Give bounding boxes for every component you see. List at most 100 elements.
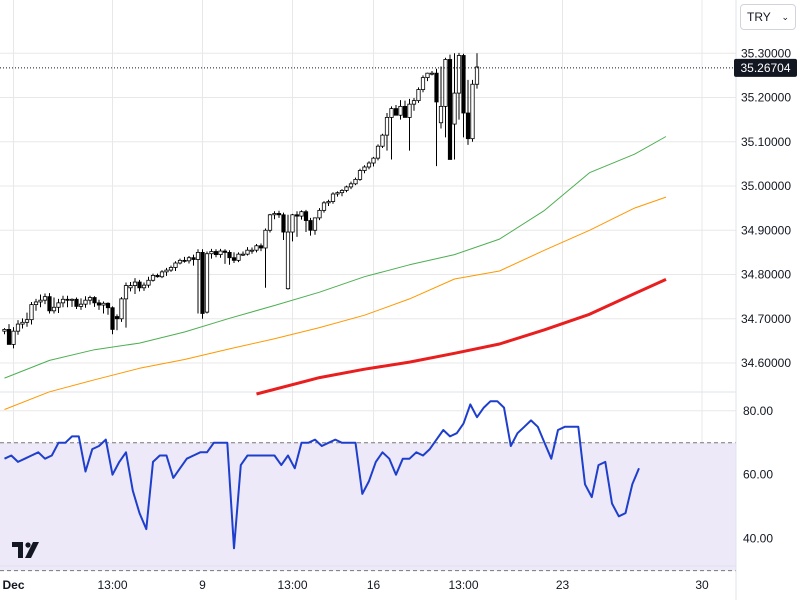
candle-body bbox=[456, 55, 462, 94]
candle bbox=[20, 318, 25, 329]
currency-selector-button[interactable]: TRY ⌄ bbox=[740, 4, 796, 30]
candle-body bbox=[384, 117, 390, 136]
candle-body bbox=[339, 190, 345, 194]
candle bbox=[380, 133, 385, 148]
candle bbox=[353, 177, 358, 186]
price-tick-label: 35.30000 bbox=[741, 46, 791, 60]
candle-body bbox=[6, 328, 12, 345]
candle-body bbox=[348, 183, 354, 188]
candle bbox=[24, 312, 30, 327]
candle-body bbox=[146, 279, 151, 286]
candle bbox=[204, 251, 210, 314]
candle bbox=[276, 210, 282, 218]
candle-body bbox=[123, 285, 129, 300]
candle-body bbox=[312, 217, 318, 231]
candle-body bbox=[371, 157, 376, 164]
candle bbox=[272, 211, 277, 220]
candle-body bbox=[398, 105, 403, 116]
candle-body bbox=[128, 285, 133, 289]
price-tick-label: 34.60000 bbox=[741, 356, 791, 370]
rsi-tick-label: 40.00 bbox=[743, 532, 773, 546]
candle bbox=[398, 100, 403, 120]
time-tick-label: 13:00 bbox=[448, 578, 478, 592]
time-tick-label: 30 bbox=[695, 578, 709, 592]
candle bbox=[303, 209, 309, 233]
candle-body bbox=[15, 323, 21, 332]
candle-body bbox=[438, 105, 444, 124]
candle-body bbox=[402, 105, 408, 118]
candle bbox=[222, 249, 228, 264]
candle bbox=[173, 261, 178, 271]
candle bbox=[47, 293, 52, 314]
candle bbox=[177, 258, 183, 265]
candle bbox=[362, 165, 367, 174]
rsi-tick-label: 80.00 bbox=[743, 404, 773, 418]
candle bbox=[348, 181, 354, 190]
rsi-line bbox=[4, 400, 640, 550]
candle bbox=[470, 79, 475, 142]
tradingview-logo bbox=[12, 542, 39, 558]
candle bbox=[366, 161, 372, 170]
candle bbox=[195, 249, 201, 314]
candle bbox=[461, 53, 466, 138]
candle-body bbox=[177, 259, 183, 264]
candle bbox=[38, 294, 43, 308]
candle-body bbox=[141, 284, 147, 289]
candle-body bbox=[231, 257, 237, 261]
candle bbox=[402, 100, 408, 118]
candle-body bbox=[429, 72, 435, 75]
candle-body bbox=[132, 281, 138, 286]
candle-body bbox=[281, 214, 286, 233]
candle bbox=[191, 254, 196, 266]
candle-body bbox=[470, 83, 475, 140]
candle-body bbox=[474, 66, 480, 85]
candle-body bbox=[447, 59, 453, 160]
candle-body bbox=[150, 275, 156, 281]
candle bbox=[254, 243, 259, 253]
rsi-bounds bbox=[0, 442, 736, 572]
candle-body bbox=[452, 92, 457, 125]
candle bbox=[29, 301, 34, 325]
candle bbox=[474, 53, 480, 89]
candle bbox=[150, 273, 156, 282]
candle bbox=[425, 72, 430, 82]
time-tick-label: 9 bbox=[199, 578, 206, 592]
candle bbox=[209, 248, 214, 259]
price-tick-label: 35.20000 bbox=[741, 91, 791, 105]
candle-body bbox=[362, 166, 367, 171]
candle-body bbox=[159, 271, 165, 278]
candle-body bbox=[416, 89, 421, 102]
candle-body bbox=[2, 328, 7, 332]
candle bbox=[447, 54, 453, 160]
candle-body bbox=[335, 192, 340, 195]
candle bbox=[258, 243, 264, 252]
candle bbox=[96, 299, 102, 310]
time-tick-label: 23 bbox=[556, 578, 570, 592]
rsi-axis-labels: 80.00 60.00 40.00 bbox=[743, 404, 773, 546]
candle-body bbox=[60, 298, 66, 304]
last-price-label: 35.26704 bbox=[740, 61, 790, 75]
candle bbox=[429, 70, 435, 76]
candle-body bbox=[227, 251, 232, 259]
candle-body bbox=[285, 231, 291, 290]
candle bbox=[312, 217, 318, 235]
candle bbox=[155, 273, 160, 278]
time-tick-label: 13:00 bbox=[97, 578, 127, 592]
candle-body bbox=[78, 303, 84, 307]
candle bbox=[123, 282, 129, 328]
candle-body bbox=[56, 302, 61, 308]
candle-body bbox=[38, 299, 43, 303]
candle bbox=[416, 87, 421, 103]
candle bbox=[434, 68, 439, 167]
candle bbox=[335, 191, 340, 197]
price-axis-labels: 35.30000 35.20000 35.10000 35.00000 34.90000… bbox=[741, 46, 791, 370]
candle bbox=[33, 298, 39, 311]
candle bbox=[128, 282, 133, 292]
time-tick-label: 16 bbox=[367, 578, 381, 592]
candle-body bbox=[276, 213, 282, 216]
ma-long-line bbox=[256, 278, 667, 396]
candle bbox=[60, 295, 66, 308]
candle-body bbox=[96, 302, 102, 306]
candle-body bbox=[213, 251, 219, 256]
candle-body bbox=[168, 267, 174, 271]
